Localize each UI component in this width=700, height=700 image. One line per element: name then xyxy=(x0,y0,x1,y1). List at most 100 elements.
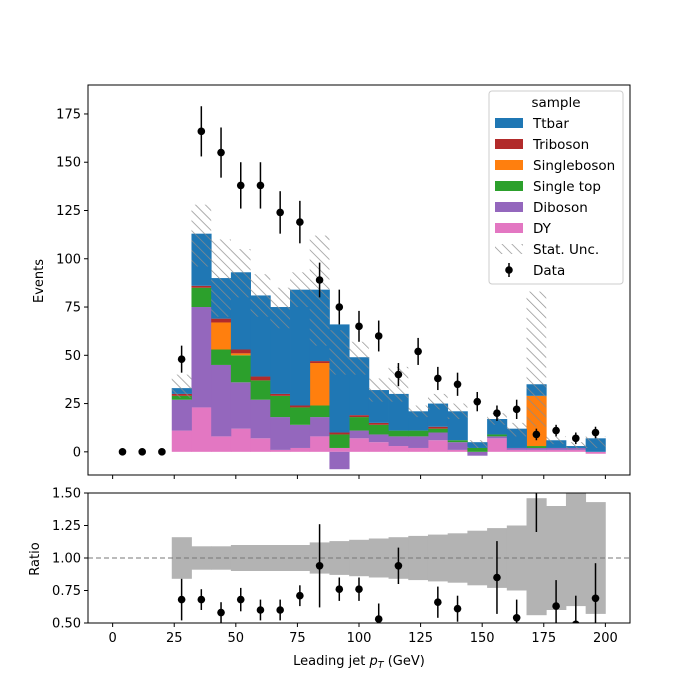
legend-item-single-top: Single top xyxy=(495,179,601,195)
bar-dy xyxy=(329,447,350,452)
bar-diboson xyxy=(487,436,508,439)
bar-single-top xyxy=(427,428,449,433)
bar-dy xyxy=(368,442,389,452)
legend-item-dy: DY xyxy=(495,221,552,237)
legend-label: Single top xyxy=(533,179,601,195)
bar-dy xyxy=(408,447,429,452)
ratio-point xyxy=(493,573,501,582)
stat-unc-bin xyxy=(250,274,271,317)
stat-unc-bin xyxy=(526,291,547,427)
bar-single-top xyxy=(230,355,251,383)
stat-unc-bin xyxy=(585,436,606,448)
y-tick-label: 50 xyxy=(64,349,81,364)
data-point xyxy=(394,370,403,379)
legend-swatch-dy xyxy=(495,223,523,233)
stat-unc-bin xyxy=(290,272,310,308)
ratio-y-tick-label: 0.50 xyxy=(52,617,81,632)
bar-single-top xyxy=(349,417,370,431)
bar-singleboson xyxy=(211,322,232,350)
main-x-axis-ticks xyxy=(112,475,606,479)
data-points xyxy=(118,106,600,456)
bar-single-top xyxy=(211,349,232,365)
bar-single-top xyxy=(250,380,271,400)
bar-diboson xyxy=(467,451,488,456)
ratio-y-tick-label: 1.25 xyxy=(52,519,81,534)
bar-diboson xyxy=(427,432,449,441)
ratio-band-bin xyxy=(565,493,587,607)
stat-unc-bin xyxy=(171,374,192,398)
bar-diboson xyxy=(546,447,567,450)
ratio-band-bin xyxy=(211,546,232,570)
x-tick-label: 50 xyxy=(228,631,245,646)
bar-dy xyxy=(290,447,311,452)
bar-dy xyxy=(230,428,251,452)
data-point xyxy=(453,380,462,389)
bar-triboson xyxy=(427,426,449,429)
data-point xyxy=(236,181,245,190)
main-plot-area xyxy=(118,106,606,470)
data-point xyxy=(434,374,442,383)
y-tick-label: 100 xyxy=(56,252,81,267)
bar-single-top xyxy=(329,434,350,448)
bar-diboson xyxy=(526,447,547,450)
bar-diboson xyxy=(211,364,232,437)
ratio-point xyxy=(374,615,383,623)
legend-label: Singleboson xyxy=(533,158,615,174)
ratio-point xyxy=(236,595,245,604)
ratio-point xyxy=(296,591,304,600)
ratio-point xyxy=(177,595,186,604)
data-point xyxy=(355,322,363,331)
bar-diboson xyxy=(408,436,429,448)
bar-diboson xyxy=(230,382,251,429)
bar-dy xyxy=(250,438,271,452)
bar-dy xyxy=(565,449,587,452)
ratio-point xyxy=(572,620,580,623)
ratio-y-tick-label: 1.00 xyxy=(52,552,81,567)
y-tick-label: 150 xyxy=(56,156,81,171)
data-point xyxy=(315,276,324,284)
bar-triboson xyxy=(368,422,389,425)
data-point xyxy=(158,448,166,456)
y-tick-label: 75 xyxy=(64,301,81,316)
stat-unc-bin xyxy=(427,393,448,410)
bar-triboson xyxy=(349,415,370,418)
bar-triboson xyxy=(270,393,291,396)
x-tick-label: 125 xyxy=(408,631,433,646)
stat-unc-bin xyxy=(546,436,566,445)
data-point xyxy=(276,208,284,217)
ratio-band-bin xyxy=(526,498,547,616)
ratio-point xyxy=(394,562,403,570)
ratio-point xyxy=(217,608,225,617)
bar-single-top xyxy=(388,430,409,437)
bar-ttbar xyxy=(270,307,291,394)
data-point xyxy=(532,430,541,439)
stat-unc-bin xyxy=(368,378,389,402)
legend-swatch-single-top xyxy=(495,181,523,191)
stat-unc-bin xyxy=(211,239,231,317)
x-tick-label: 0 xyxy=(108,631,116,646)
bar-single-top xyxy=(270,395,291,418)
ratio-point xyxy=(453,604,462,613)
bar-dy xyxy=(309,436,330,452)
bar-singleboson xyxy=(230,353,251,356)
stat-unc-bin xyxy=(270,287,291,329)
bar-triboson xyxy=(230,349,251,354)
data-point xyxy=(217,148,225,157)
bar-triboson xyxy=(250,376,271,381)
bar-diboson xyxy=(349,430,370,439)
bar-dy xyxy=(427,440,449,452)
legend: sample Ttbar Triboson Singleboson Single to… xyxy=(488,90,624,285)
ratio-point xyxy=(315,562,324,570)
bar-singleboson xyxy=(309,363,330,406)
ratio-points xyxy=(177,493,600,623)
legend-item-diboson: Diboson xyxy=(495,200,588,216)
legend-label: Diboson xyxy=(533,200,588,216)
legend-swatch-singleboson xyxy=(495,160,523,170)
bar-single-top xyxy=(487,434,508,437)
ratio-band-bin xyxy=(171,537,192,579)
legend-swatch-diboson xyxy=(495,202,523,212)
bar-dy xyxy=(349,438,370,452)
ratio-plot-area xyxy=(88,493,630,623)
bar-single-top xyxy=(408,430,429,437)
